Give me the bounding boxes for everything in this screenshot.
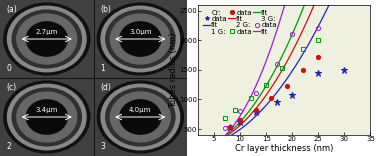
Circle shape <box>106 10 175 68</box>
Circle shape <box>8 6 86 72</box>
Legend: Cr:, data, fit, 1 G:, data, fit, 2 G:, data, fit, 3 G:, data, fit: Cr:, data, fit, 1 G:, data, fit, 2 G:, d… <box>202 8 278 36</box>
Text: 3.0μm: 3.0μm <box>129 29 152 35</box>
Circle shape <box>17 92 77 142</box>
Text: (d): (d) <box>100 83 111 93</box>
Bar <box>93 78 187 156</box>
Text: 2: 2 <box>6 141 11 151</box>
Circle shape <box>101 6 180 72</box>
Circle shape <box>4 81 90 153</box>
Circle shape <box>17 14 77 64</box>
Circle shape <box>120 22 161 56</box>
Bar <box>0 0 93 78</box>
Y-axis label: Tubes radius (nm): Tubes radius (nm) <box>169 32 178 107</box>
Circle shape <box>26 22 67 56</box>
Text: 2.7μm: 2.7μm <box>36 29 58 35</box>
Text: (a): (a) <box>6 5 17 15</box>
Circle shape <box>8 84 86 150</box>
Circle shape <box>97 3 183 75</box>
X-axis label: Cr layer thickness (nm): Cr layer thickness (nm) <box>235 144 334 153</box>
Bar <box>93 0 187 78</box>
Text: 3: 3 <box>100 141 105 151</box>
Circle shape <box>12 10 81 68</box>
Text: 1: 1 <box>100 63 105 73</box>
Circle shape <box>12 88 81 146</box>
Bar <box>0 78 93 156</box>
Circle shape <box>97 81 183 153</box>
Circle shape <box>110 14 170 64</box>
Circle shape <box>110 92 170 142</box>
Circle shape <box>106 88 175 146</box>
Circle shape <box>120 100 161 134</box>
Text: 3.4μm: 3.4μm <box>36 107 58 113</box>
Text: (c): (c) <box>6 83 17 93</box>
Text: (b): (b) <box>100 5 111 15</box>
Text: 0: 0 <box>6 63 11 73</box>
Text: 4.0μm: 4.0μm <box>129 107 152 113</box>
Circle shape <box>26 100 67 134</box>
Circle shape <box>101 84 180 150</box>
Circle shape <box>4 3 90 75</box>
